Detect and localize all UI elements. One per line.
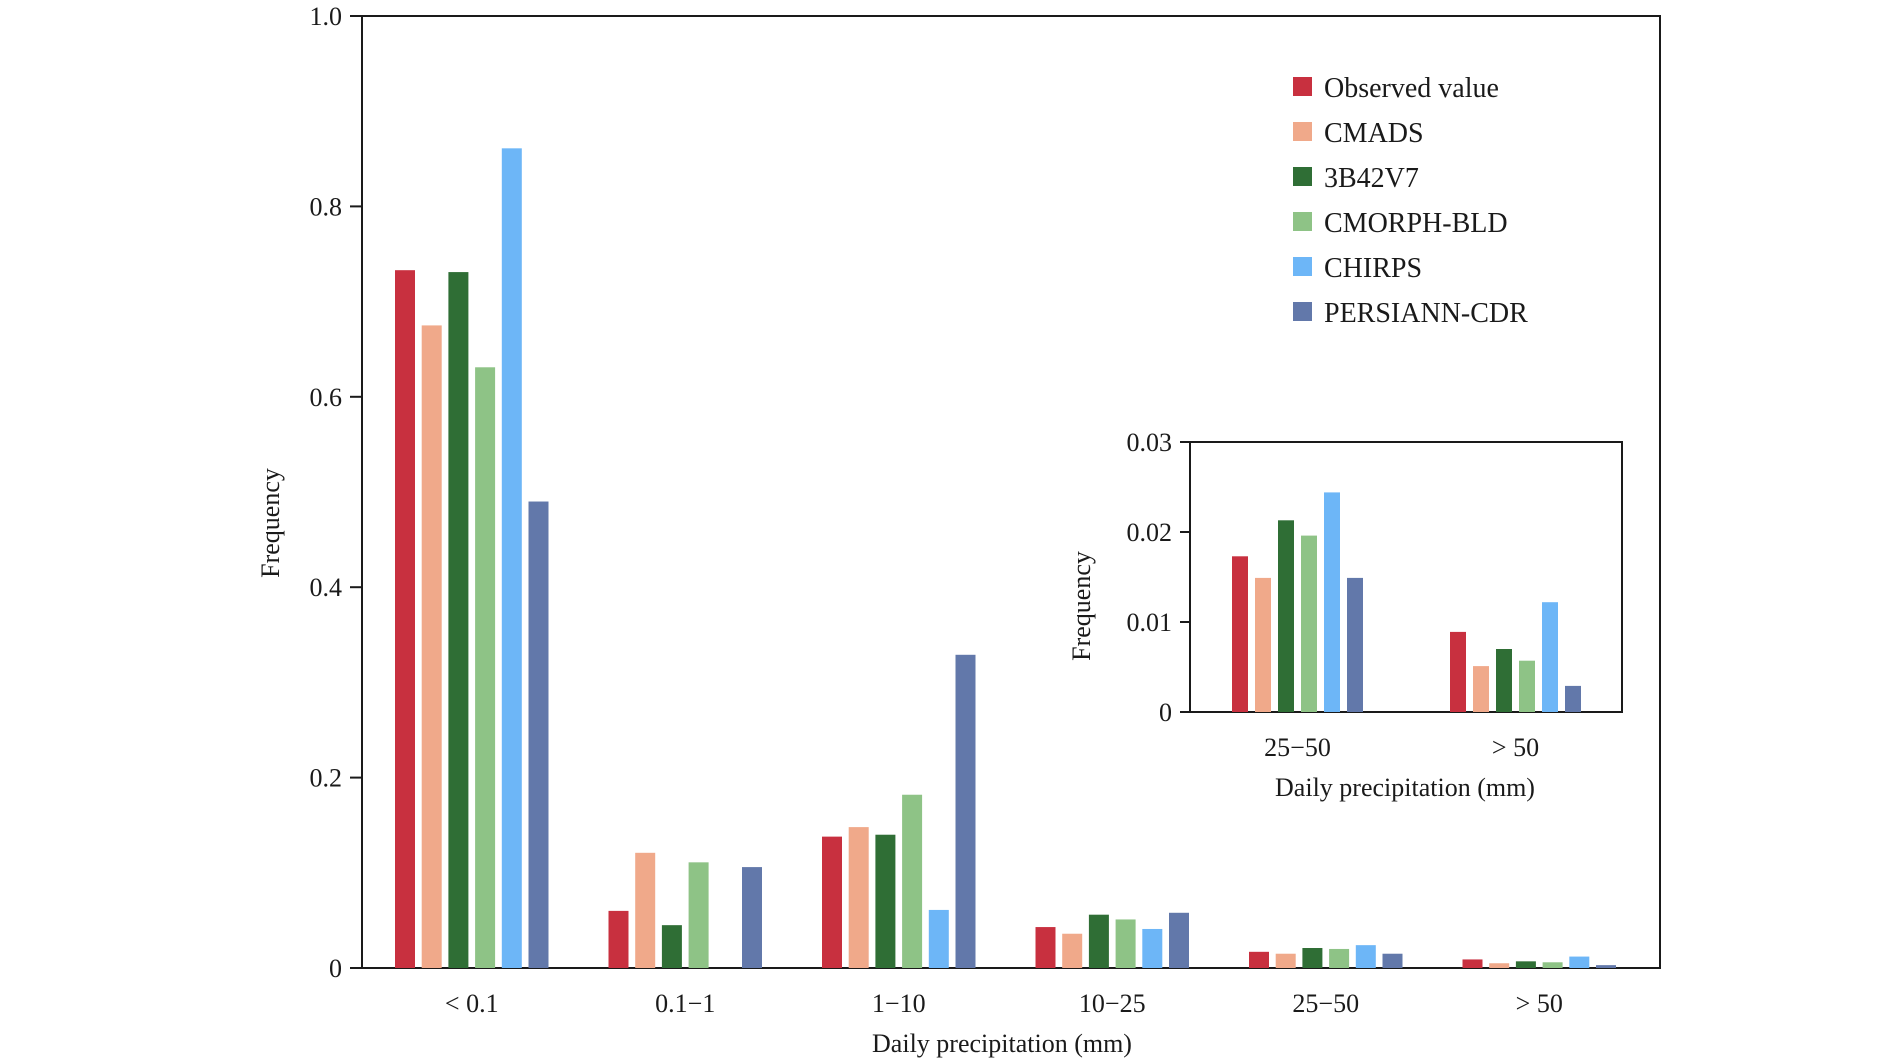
main-bar-chirps-10-25 — [1142, 928, 1163, 968]
main-y-tick-label: 0.4 — [310, 573, 343, 602]
inset-bar-persiann-cdr-50 — [1565, 685, 1581, 712]
legend-label-observed-value: Observed value — [1324, 73, 1499, 104]
inset-bar-cmads-50 — [1473, 666, 1489, 712]
inset-x-tick-label: > 50 — [1492, 733, 1539, 762]
inset-y-tick-label: 0.02 — [1127, 518, 1173, 547]
inset-bar-observed-value-25-50 — [1232, 556, 1248, 712]
inset-y-axis-title: Frequency — [1067, 551, 1096, 661]
main-y-tick-label: 0.6 — [310, 383, 343, 412]
legend-swatch-observed-value — [1293, 77, 1312, 96]
main-bar-observed-value-10-25 — [1035, 927, 1056, 968]
main-chart: 0 0.2 0.4 0.6 0.8 1.0 < 0.1 0.1−1 1−10 10−25 25−5… — [256, 2, 1661, 1058]
inset-bar-3b42v7-50 — [1496, 649, 1512, 712]
main-bar-observed-value-1-10 — [822, 836, 842, 968]
main-y-ticks: 0 0.2 0.4 0.6 0.8 1.0 — [310, 2, 362, 983]
main-bar-persiann-cdr-25-50 — [1382, 953, 1403, 968]
main-bar-observed-value-0-1-1 — [608, 910, 629, 968]
legend: Observed value CMADS 3B42V7 CMORPH-BLD CHIRP… — [1293, 73, 1528, 329]
main-bar-cmads-1-10 — [848, 827, 869, 968]
main-y-tick-label: 0.2 — [310, 764, 343, 793]
main-bar-cmads-25-50 — [1275, 953, 1296, 968]
legend-label-chirps: CHIRPS — [1324, 253, 1422, 284]
main-bar-cmorph-bld-0-1-1 — [688, 862, 709, 968]
main-bar-persiann-cdr-10-25 — [1169, 912, 1189, 968]
main-bar-cmorph-bld-50 — [1542, 962, 1563, 968]
legend-label-cmads: CMADS — [1324, 118, 1424, 149]
inset-bar-cmorph-bld-25-50 — [1301, 535, 1317, 712]
main-bar-3b42v7-25-50 — [1302, 948, 1323, 968]
main-bar-chirps-1-10 — [928, 909, 949, 968]
main-bar-observed-value-0-1 — [395, 270, 415, 969]
main-bar-cmads-0-1-1 — [635, 852, 656, 968]
inset-y-tick-label: 0.01 — [1127, 608, 1173, 637]
inset-bar-3b42v7-25-50 — [1278, 520, 1294, 712]
inset-bar-chirps-50 — [1542, 602, 1558, 712]
legend-swatch-chirps — [1293, 257, 1312, 276]
main-bar-3b42v7-1-10 — [875, 834, 896, 968]
inset-y-ticks: 0 0.01 0.02 0.03 — [1127, 428, 1190, 727]
legend-swatch-cmorph-bld — [1293, 212, 1312, 231]
legend-label-persiann-cdr: PERSIANN-CDR — [1324, 298, 1528, 329]
legend-label-cmorph-bld: CMORPH-BLD — [1324, 208, 1508, 239]
main-bar-persiann-cdr-1-10 — [955, 654, 976, 968]
legend-label-3b42v7: 3B42V7 — [1324, 163, 1419, 194]
main-bar-observed-value-50 — [1462, 959, 1483, 968]
main-plot-frame — [361, 15, 1661, 969]
main-x-tick-label: 25−50 — [1292, 989, 1359, 1018]
main-x-axis-title: Daily precipitation (mm) — [872, 1029, 1132, 1058]
main-bar-3b42v7-50 — [1515, 961, 1536, 968]
main-bar-cmads-50 — [1489, 963, 1510, 968]
inset-chart: 0 0.01 0.02 0.03 25−50 > 50 Daily precipitat… — [1067, 428, 1623, 802]
inset-bar-cmads-25-50 — [1255, 577, 1271, 712]
inset-bar-persiann-cdr-25-50 — [1347, 577, 1363, 712]
legend-swatch-3b42v7 — [1293, 167, 1312, 186]
main-bar-cmorph-bld-10-25 — [1115, 919, 1136, 968]
main-bar-cmorph-bld-0-1 — [475, 367, 496, 969]
main-y-tick-label: 1.0 — [310, 2, 343, 31]
main-bar-3b42v7-10-25 — [1088, 914, 1109, 968]
inset-bar-observed-value-50 — [1450, 631, 1466, 712]
main-bar-cmads-10-25 — [1062, 933, 1083, 968]
main-x-tick-label: 10−25 — [1079, 989, 1146, 1018]
inset-y-tick-label: 0.03 — [1127, 428, 1173, 457]
main-bar-cmads-0-1 — [421, 325, 442, 968]
main-x-tick-label: 1−10 — [872, 989, 926, 1018]
legend-swatch-cmads — [1293, 122, 1312, 141]
main-x-tick-label: < 0.1 — [445, 989, 499, 1018]
inset-x-ticks: 25−50 > 50 — [1264, 733, 1539, 762]
main-bar-chirps-0-1 — [501, 148, 522, 968]
main-y-tick-label: 0 — [329, 954, 342, 983]
inset-bar-cmorph-bld-50 — [1519, 660, 1535, 712]
main-bar-persiann-cdr-50 — [1596, 965, 1616, 968]
main-bar-persiann-cdr-0-1-1 — [742, 867, 762, 968]
main-x-tick-label: > 50 — [1516, 989, 1563, 1018]
main-bar-cmorph-bld-1-10 — [902, 794, 923, 968]
main-bar-3b42v7-0-1-1 — [661, 925, 682, 968]
inset-x-tick-label: 25−50 — [1264, 733, 1331, 762]
inset-y-tick-label: 0 — [1159, 698, 1172, 727]
main-y-tick-label: 0.8 — [310, 192, 343, 221]
inset-x-axis-title: Daily precipitation (mm) — [1275, 773, 1535, 802]
main-x-tick-label: 0.1−1 — [655, 989, 715, 1018]
main-bar-chirps-50 — [1569, 956, 1590, 968]
main-bar-persiann-cdr-0-1 — [528, 501, 549, 968]
main-bar-observed-value-25-50 — [1249, 951, 1269, 968]
main-bars — [395, 148, 1616, 969]
main-bar-cmorph-bld-25-50 — [1329, 948, 1350, 968]
inset-bar-chirps-25-50 — [1324, 492, 1340, 712]
inset-bars — [1232, 492, 1581, 712]
main-y-axis-title: Frequency — [256, 468, 285, 578]
legend-swatch-persiann-cdr — [1293, 302, 1312, 321]
main-bar-chirps-25-50 — [1355, 945, 1376, 968]
main-x-ticks: < 0.1 0.1−1 1−10 10−25 25−50 > 50 — [445, 989, 1563, 1018]
main-bar-3b42v7-0-1 — [448, 272, 469, 968]
